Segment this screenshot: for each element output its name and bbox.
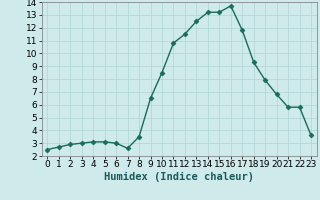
X-axis label: Humidex (Indice chaleur): Humidex (Indice chaleur): [104, 172, 254, 182]
